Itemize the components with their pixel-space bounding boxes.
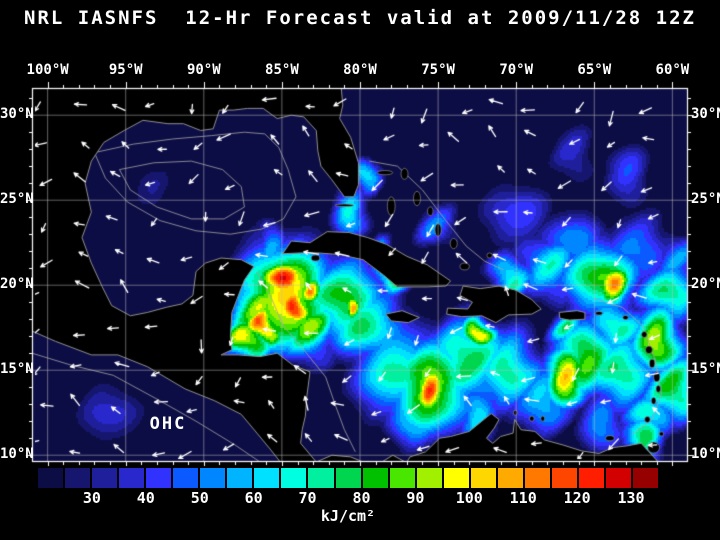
colorbar-tick-label: 30 — [82, 489, 101, 507]
colorbar-cell — [605, 468, 632, 488]
lat-axis-label-left: 30°N — [0, 106, 34, 123]
colorbar-cell — [254, 468, 280, 488]
colorbar-tick-label: 60 — [244, 489, 263, 507]
colorbar-cell — [65, 468, 91, 488]
lat-axis-label-right: 10°N — [691, 446, 720, 463]
colorbar-cell — [281, 468, 307, 488]
lat-axis-label-left: 25°N — [0, 191, 34, 208]
colorbar-cell — [443, 468, 469, 488]
lon-axis-label: 70°W — [499, 62, 534, 78]
lon-axis-label: 90°W — [186, 62, 221, 78]
lat-axis-label-right: 25°N — [691, 191, 720, 208]
colorbar-tick-label: 100 — [455, 489, 483, 507]
colorbar-cell — [173, 468, 199, 488]
colorbar-tick-label: 120 — [563, 489, 591, 507]
colorbar-cell — [227, 468, 253, 488]
lon-axis-label: 65°W — [577, 62, 612, 78]
lat-axis-label-right: 30°N — [691, 106, 720, 123]
colorbar-cell — [92, 468, 118, 488]
plot-title: NRL IASNFS 12-Hr Forecast valid at 2009/… — [24, 7, 696, 29]
lat-axis-label-right: 15°N — [691, 361, 720, 378]
colorbar-tick-label: 80 — [352, 489, 371, 507]
lon-axis-label: 95°W — [108, 62, 143, 78]
colorbar-cell — [38, 468, 64, 488]
colorbar-cell — [362, 468, 388, 488]
colorbar-cell — [497, 468, 523, 488]
lon-axis-label: 75°W — [421, 62, 455, 78]
colorbar-cell — [416, 468, 442, 488]
colorbar-cell — [633, 468, 659, 488]
colorbar-cell — [470, 468, 496, 488]
lat-axis-label-right: 20°N — [691, 276, 720, 293]
colorbar-tick-label: 110 — [509, 489, 537, 507]
colorbar — [38, 468, 659, 488]
colorbar-unit-label: kJ/cm² — [320, 507, 376, 525]
ohc-label: OHC — [149, 414, 187, 434]
colorbar-cell — [389, 468, 415, 488]
colorbar-tick-label: 50 — [190, 489, 209, 507]
colorbar-tick-label: 70 — [298, 489, 317, 507]
lat-axis-label-left: 10°N — [0, 446, 34, 463]
colorbar-cell — [200, 468, 226, 488]
colorbar-cell — [524, 468, 550, 488]
lat-axis-label-left: 20°N — [0, 276, 34, 293]
colorbar-cell — [146, 468, 172, 488]
colorbar-cell — [119, 468, 145, 488]
lon-axis-label: 80°W — [343, 62, 377, 78]
colorbar-tick-label: 90 — [406, 489, 425, 507]
colorbar-cell — [335, 468, 361, 488]
colorbar-cell — [578, 468, 604, 488]
lat-axis-label-left: 15°N — [0, 361, 34, 378]
lon-axis-label: 60°W — [655, 62, 690, 78]
colorbar-tick-label: 40 — [136, 489, 155, 507]
colorbar-cell — [308, 468, 334, 488]
colorbar-tick-label: 130 — [617, 489, 645, 507]
lon-axis-label: 100°W — [26, 62, 69, 78]
colorbar-cell — [551, 468, 577, 488]
lon-axis-label: 85°W — [265, 62, 299, 78]
